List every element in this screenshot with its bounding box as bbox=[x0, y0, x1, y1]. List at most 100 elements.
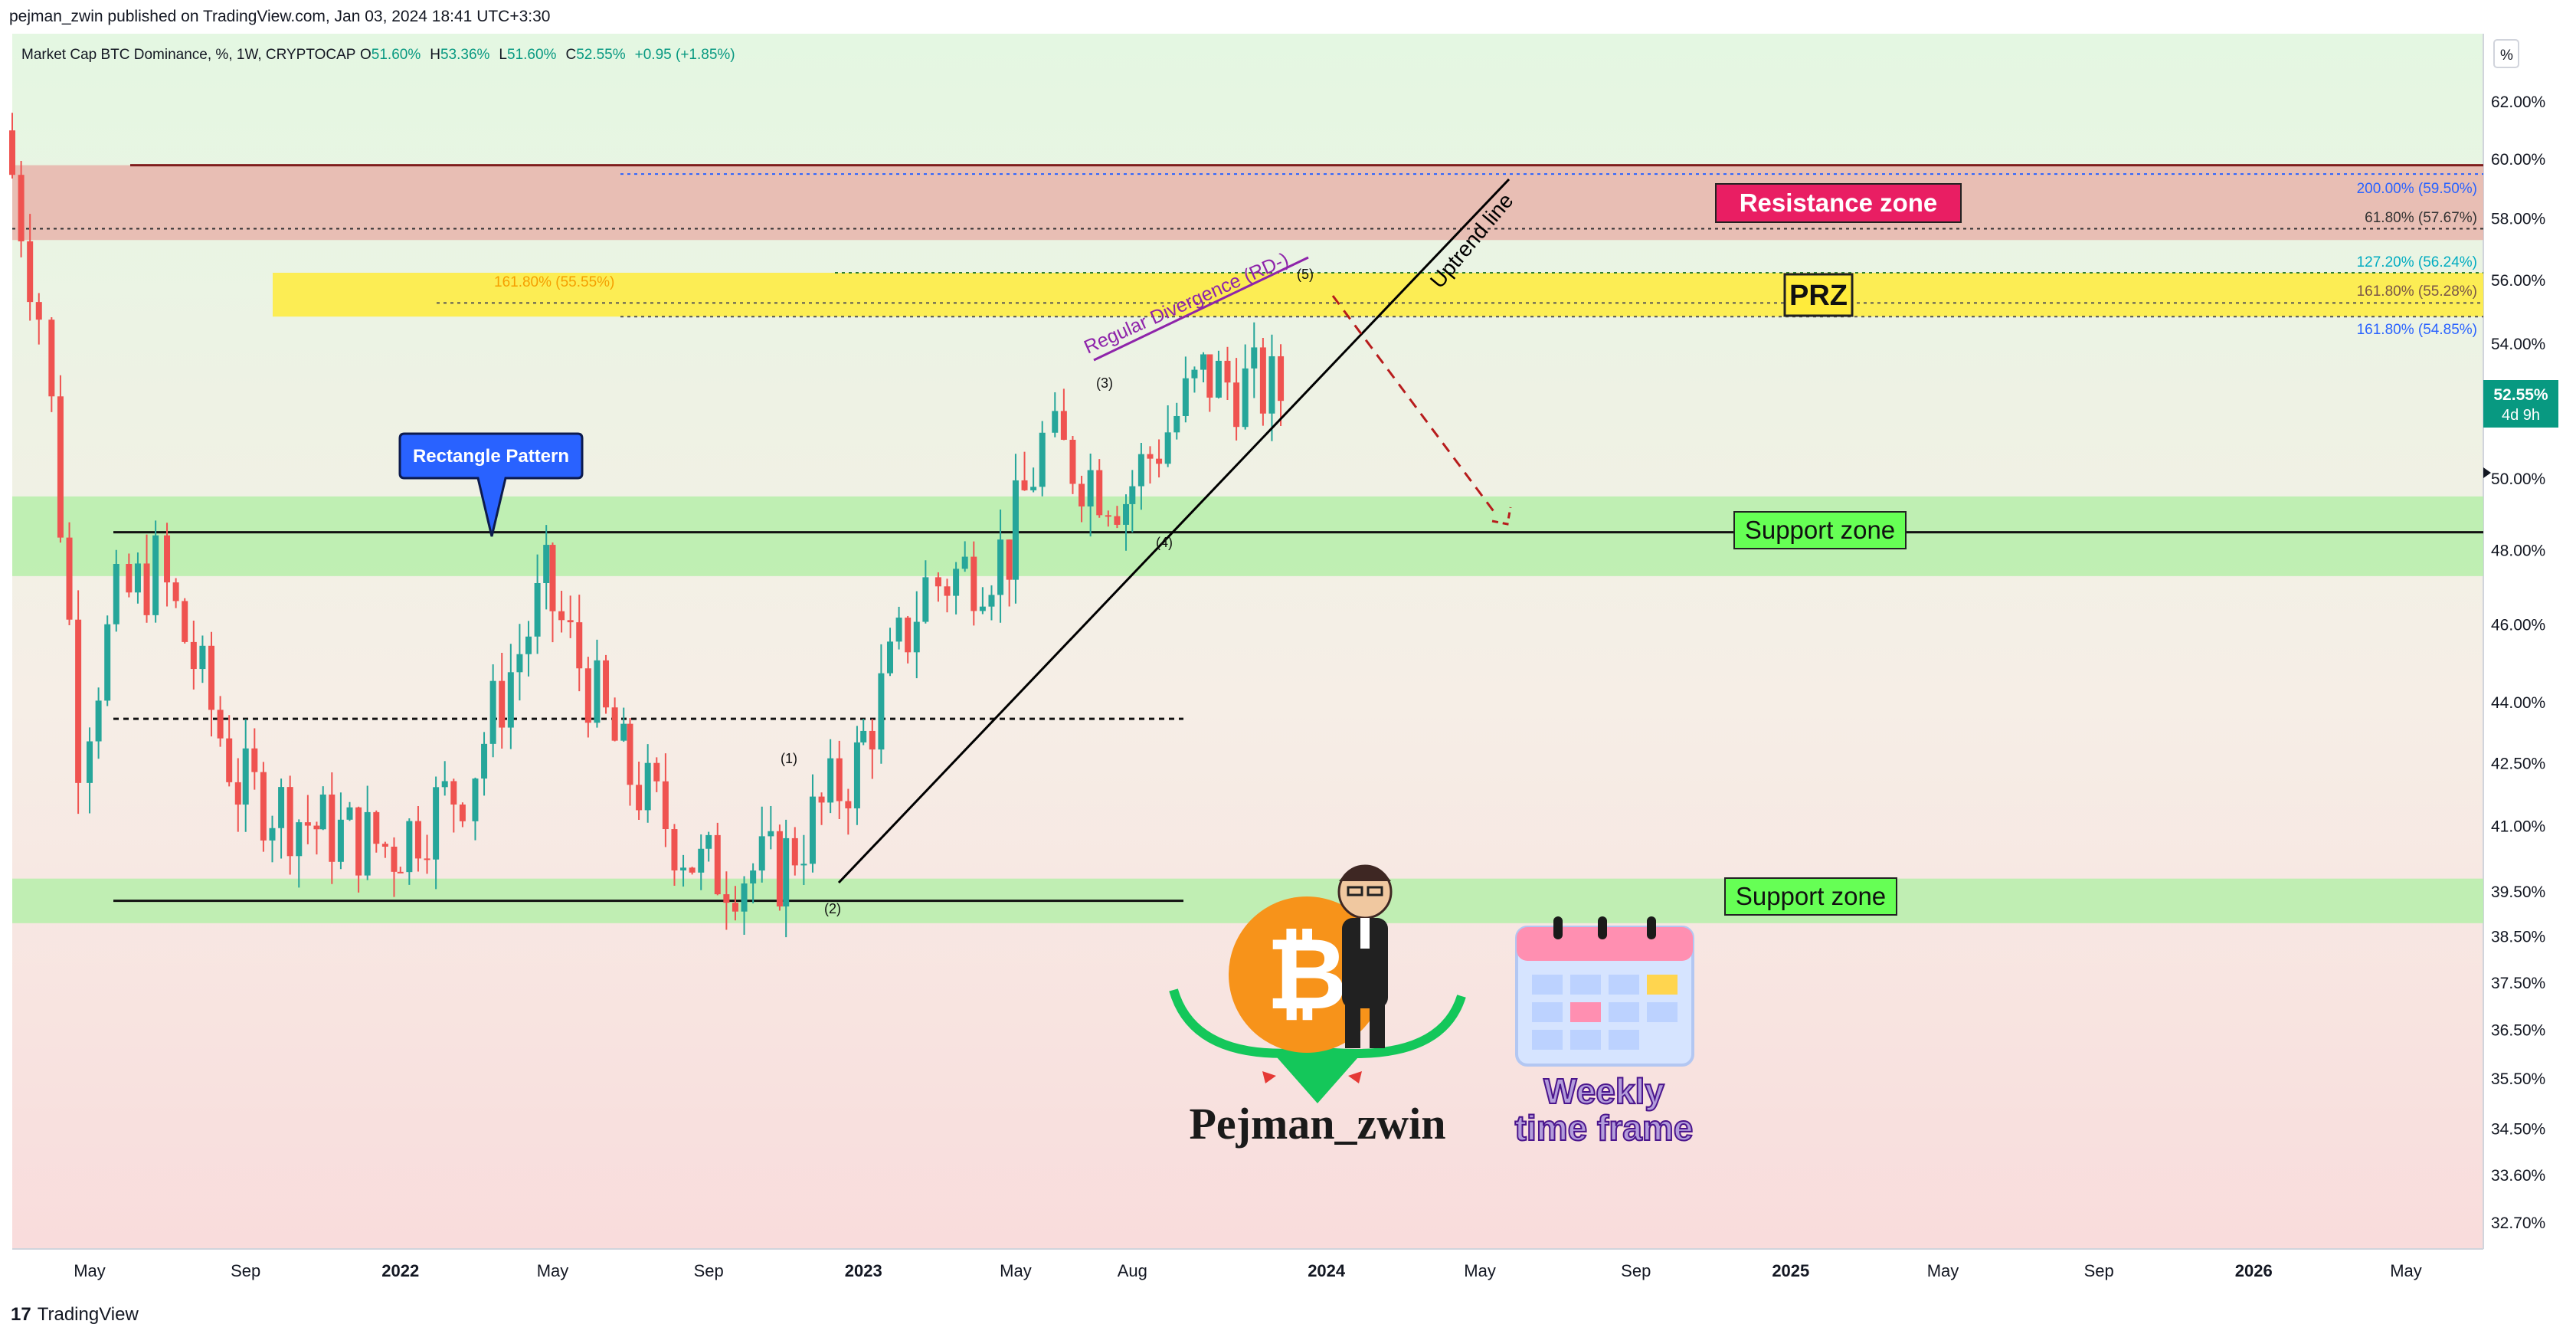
time-axis[interactable]: May Sep 2022 May Sep 2023 May Aug 2024 May Sep 2025… bbox=[74, 1261, 2422, 1280]
price-tick-label: 39.50% bbox=[2491, 883, 2545, 901]
candle-body bbox=[627, 723, 633, 785]
price-tick-label: 58.00% bbox=[2491, 211, 2545, 228]
candle-body bbox=[543, 545, 550, 583]
candle-body bbox=[134, 563, 141, 593]
lines-layer bbox=[12, 164, 2483, 903]
candle-body bbox=[971, 556, 977, 611]
uptrend-line[interactable] bbox=[837, 178, 1511, 884]
timeframe-watermark-line1: Weekly bbox=[1543, 1071, 1664, 1111]
time-tick-label: Sep bbox=[2084, 1261, 2114, 1280]
candle-body bbox=[750, 870, 757, 883]
candle-body bbox=[1224, 360, 1231, 383]
candle-body bbox=[391, 846, 398, 872]
candle-body bbox=[1200, 354, 1207, 370]
candle-body bbox=[680, 867, 687, 870]
candle-body bbox=[644, 762, 651, 811]
projection-line[interactable] bbox=[1331, 295, 1499, 517]
candle-body bbox=[18, 175, 25, 241]
candle-body bbox=[95, 700, 102, 742]
candle-body bbox=[853, 742, 860, 808]
cartoon-avatar-icon bbox=[1337, 864, 1393, 1048]
candle-body bbox=[278, 787, 285, 828]
unit-button[interactable] bbox=[2493, 39, 2519, 68]
candle-body bbox=[534, 582, 541, 637]
candle-body bbox=[525, 636, 532, 654]
fib-label-200: 200.00% (59.50%) bbox=[2357, 181, 2477, 197]
candle-body bbox=[818, 796, 825, 803]
candle-body bbox=[549, 545, 556, 611]
candle-body bbox=[87, 741, 93, 783]
candle-body bbox=[296, 822, 303, 857]
fib-label-1272: 127.20% (56.24%) bbox=[2357, 254, 2477, 270]
candle-body bbox=[164, 535, 171, 583]
candle-body bbox=[558, 611, 565, 621]
candle-body bbox=[783, 837, 790, 907]
resistance-zone-badge[interactable]: Resistance zone bbox=[1715, 183, 1962, 223]
candle-body bbox=[1164, 432, 1171, 464]
candle-body bbox=[1137, 454, 1144, 487]
unit-label: % bbox=[2500, 48, 2513, 64]
candle-body bbox=[1191, 369, 1198, 379]
candle-body bbox=[741, 883, 748, 912]
wave-label-4: (4) bbox=[1156, 535, 1173, 550]
price-tick-label: 50.00% bbox=[2491, 470, 2545, 488]
candle-body bbox=[234, 782, 241, 805]
symbol-legend[interactable]: Market Cap BTC Dominance, %, 1W, CRYPTOC… bbox=[21, 47, 735, 63]
candle-body bbox=[567, 620, 574, 623]
candle-body bbox=[845, 801, 852, 808]
candle-body bbox=[472, 778, 479, 821]
time-tick-label: Sep bbox=[694, 1261, 724, 1280]
tradingview-logo[interactable]: 17 TradingView bbox=[11, 1304, 139, 1326]
candle-body bbox=[75, 619, 82, 783]
candle-body bbox=[346, 807, 353, 820]
support-zone-label-1: Support zone bbox=[1745, 516, 1895, 544]
support-zone-badge-2[interactable]: Support zone bbox=[1724, 877, 1897, 916]
price-tick-label: 36.50% bbox=[2491, 1022, 2545, 1040]
candle-body bbox=[337, 819, 344, 862]
price-tick-label: 33.60% bbox=[2491, 1167, 2545, 1185]
candle-body bbox=[1105, 515, 1111, 517]
candle-body bbox=[636, 785, 643, 811]
price-tick-label: 54.00% bbox=[2491, 336, 2545, 353]
prz-badge[interactable]: PRZ bbox=[1783, 273, 1854, 317]
candle-body bbox=[689, 867, 696, 873]
tradingview-logo-text: TradingView bbox=[37, 1304, 139, 1325]
zone-3 bbox=[12, 496, 2483, 576]
candle-body bbox=[953, 569, 960, 596]
time-tick-label: May bbox=[1000, 1261, 1032, 1280]
candle-body bbox=[934, 577, 941, 587]
zones-layer bbox=[12, 165, 2483, 923]
support-zone-badge-1[interactable]: Support zone bbox=[1733, 511, 1907, 549]
candle-body bbox=[594, 660, 601, 723]
candle-body bbox=[1060, 411, 1067, 440]
candle-body bbox=[27, 241, 34, 303]
svg-text:₿: ₿ bbox=[1266, 918, 1347, 1030]
candle-body bbox=[217, 710, 224, 739]
time-tick-label: May bbox=[537, 1261, 569, 1280]
price-tick-label: 38.50% bbox=[2491, 929, 2545, 946]
candle-body bbox=[653, 762, 660, 782]
candle-body bbox=[1114, 516, 1121, 525]
support-zone-label-2: Support zone bbox=[1736, 882, 1886, 910]
prz-label: PRZ bbox=[1789, 280, 1848, 312]
candle-body bbox=[35, 302, 42, 320]
candle-body bbox=[459, 804, 466, 821]
candle-body bbox=[886, 641, 893, 674]
price-tick-label: 42.50% bbox=[2491, 755, 2545, 773]
candle-body bbox=[603, 660, 610, 708]
candle-body bbox=[1278, 356, 1285, 402]
candle-body bbox=[1006, 539, 1013, 580]
divergence-line[interactable] bbox=[1093, 256, 1309, 362]
price-tick-label: 60.00% bbox=[2491, 151, 2545, 169]
candle-body bbox=[576, 622, 583, 669]
candle-body bbox=[878, 673, 885, 750]
candle-body bbox=[199, 645, 206, 670]
candle-body bbox=[620, 723, 627, 741]
candle-body bbox=[251, 748, 258, 772]
candle-body bbox=[1087, 470, 1094, 506]
candle-body bbox=[113, 564, 119, 624]
resistance-zone-label: Resistance zone bbox=[1740, 188, 1938, 217]
fib-label-618: 61.80% (57.67%) bbox=[2365, 210, 2477, 226]
rectangle-pattern-callout[interactable]: Rectangle Pattern bbox=[398, 432, 584, 537]
